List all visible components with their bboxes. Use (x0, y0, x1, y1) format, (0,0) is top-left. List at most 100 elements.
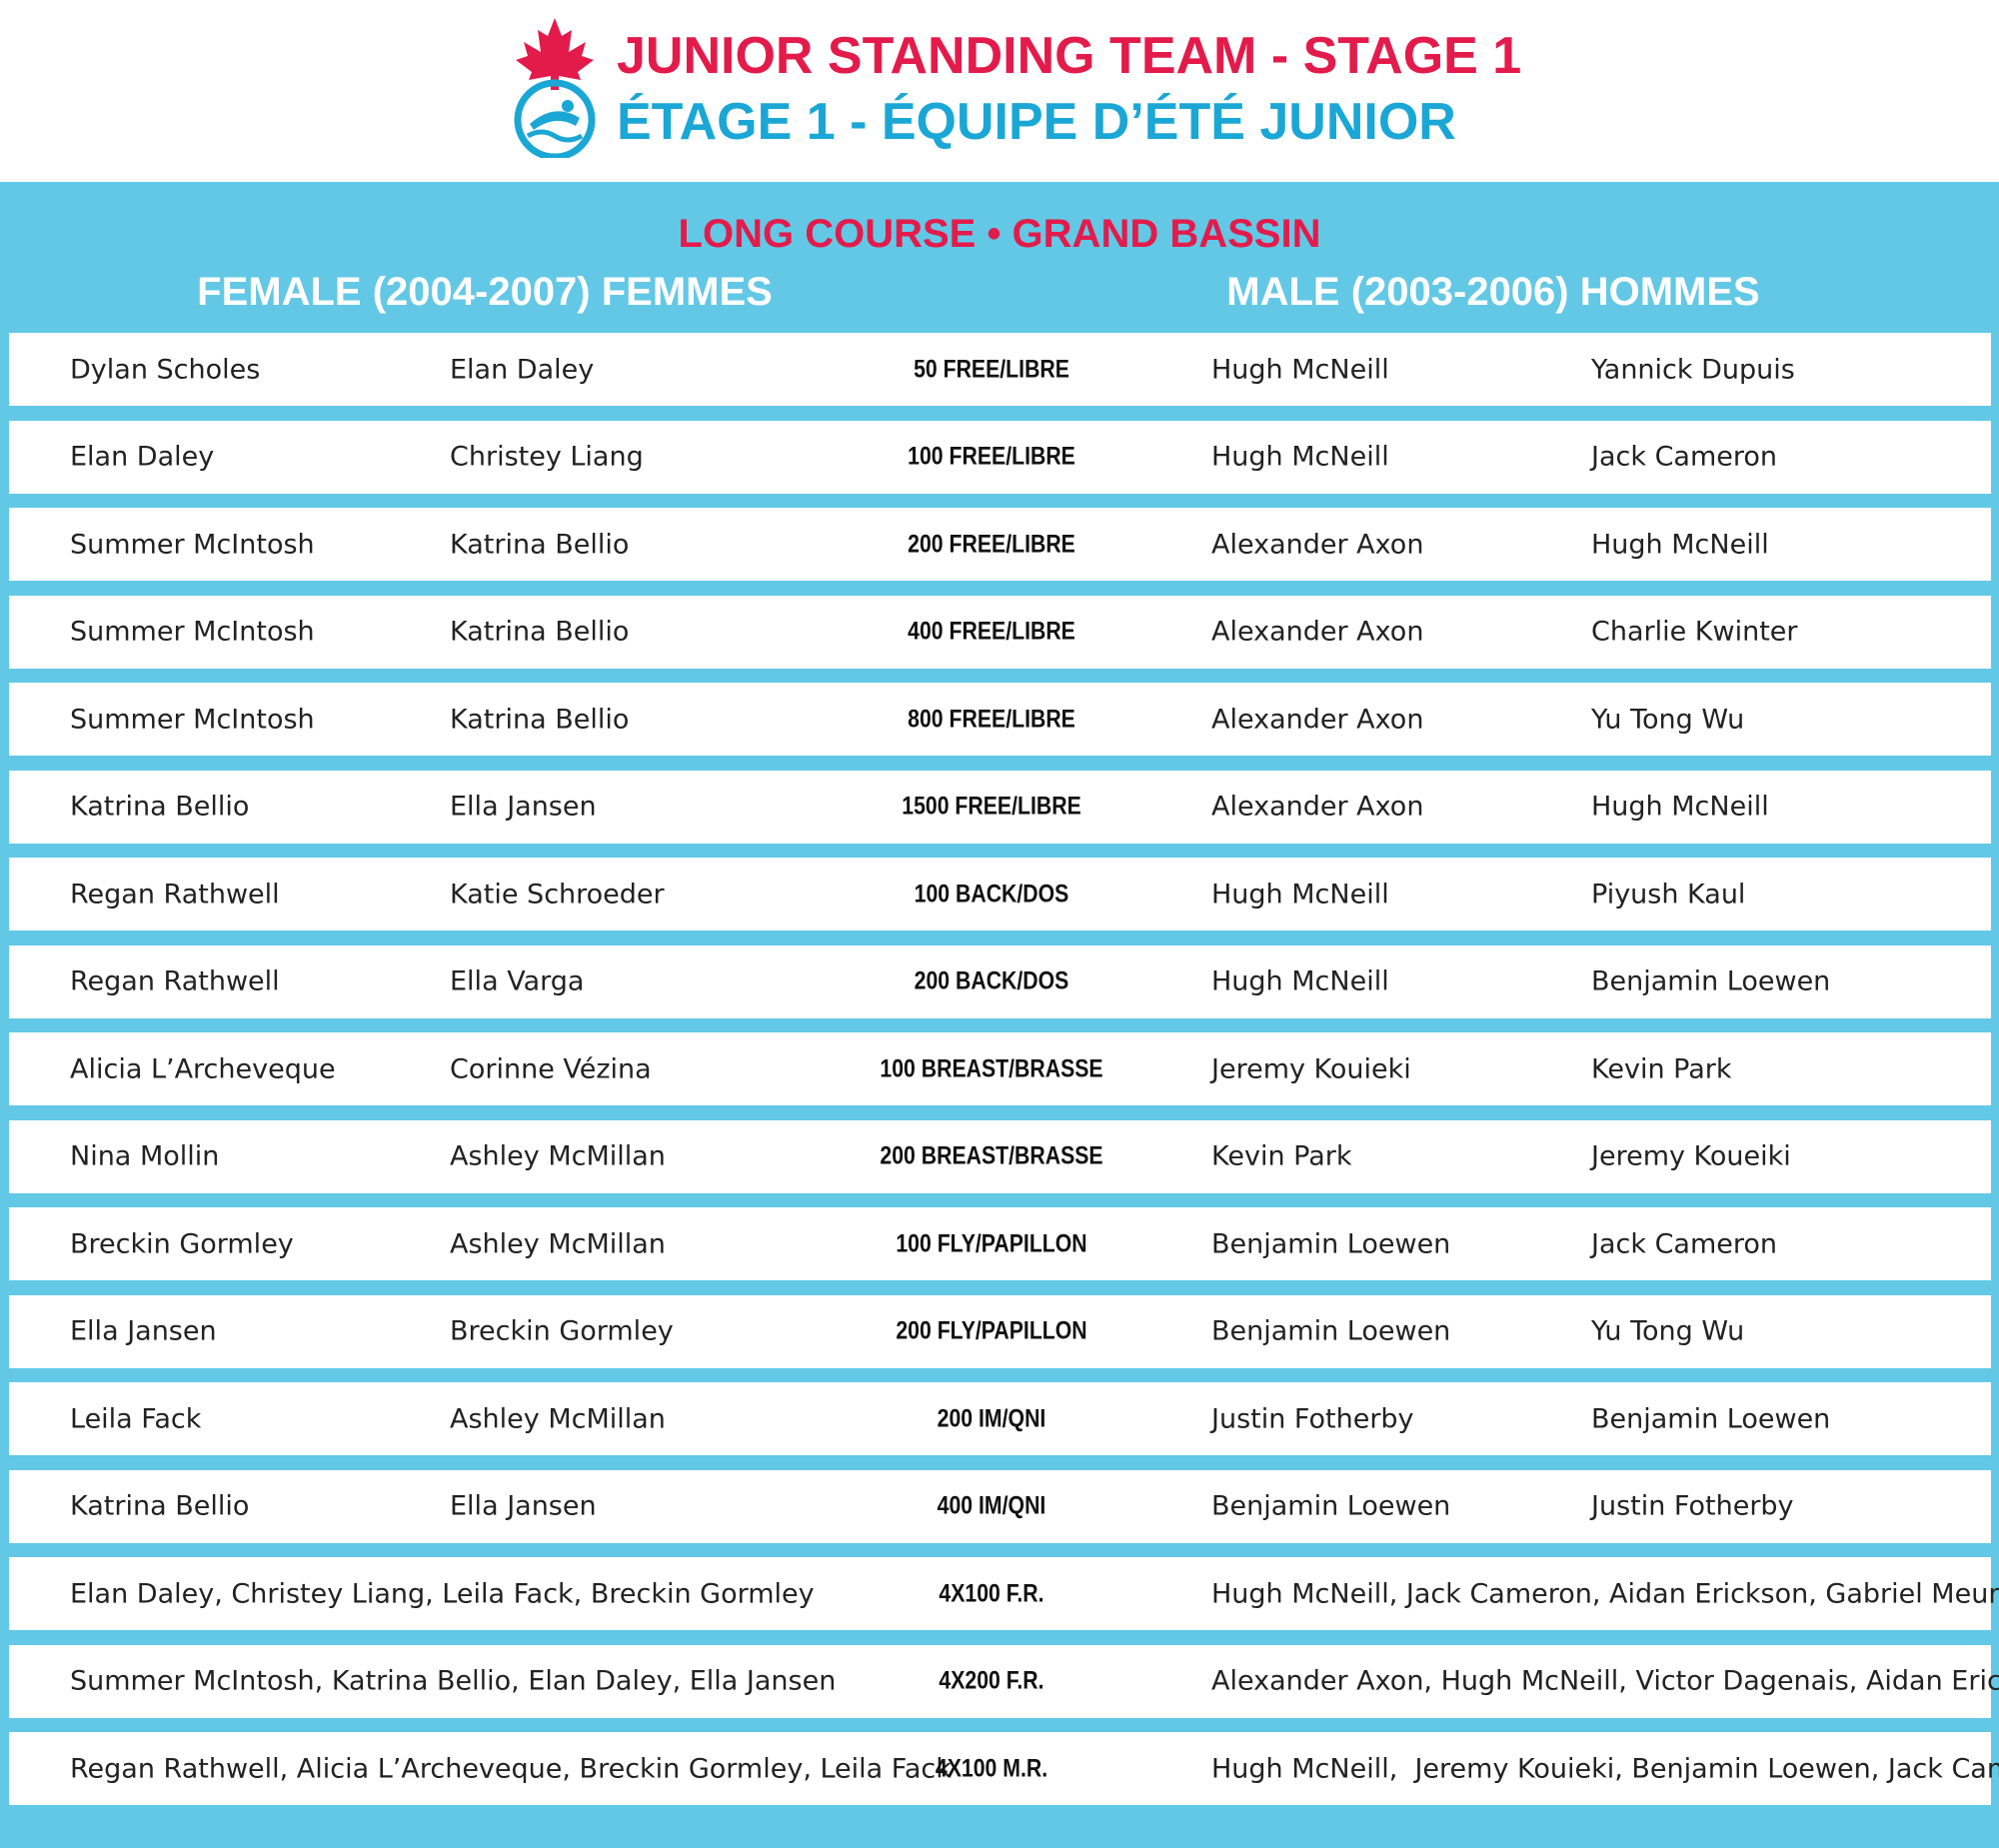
female-swimmer: Nina Mollin (70, 1140, 220, 1172)
male-header: MALE (2003-2006) HOMMES (1226, 270, 1760, 314)
table-row: Summer McIntosh, Katrina Bellio, Elan Da… (9, 1644, 1999, 1718)
female-swimmer: Ella Varga (450, 965, 585, 997)
female-swimmer: Regan Rathwell, Alicia L’Archeveque, Bre… (70, 1753, 952, 1784)
table-row: Leila Fack Ashley McMillan 200 IM/QNI Justi… (9, 1382, 1991, 1455)
event: 200 BACK/DOS (914, 966, 1069, 995)
table-row: Regan Rathwell Ella Varga 200 BACK/DOS Hugh… (9, 944, 1991, 1018)
female-swimmer: Katrina Bellio (70, 1490, 250, 1522)
male-swimmer: Alexander Axon (1211, 791, 1424, 823)
male-swimmer: Benjamin Loewen (1211, 1490, 1451, 1522)
male-swimmer: Kevin Park (1211, 1140, 1352, 1172)
event: 100 FREE/LIBRE (908, 442, 1075, 471)
male-swimmer: Alexander Axon (1211, 616, 1424, 648)
event: 200 FLY/PAPILLON (896, 1316, 1087, 1345)
male-swimmer: Hugh McNeill (1211, 354, 1389, 385)
event: 1500 FREE/LIBRE (902, 792, 1081, 821)
female-swimmer: Breckin Gormley (70, 1228, 294, 1259)
event: 400 FREE/LIBRE (908, 617, 1075, 646)
female-swimmer: Katie Schroeder (450, 879, 665, 910)
female-header: FEMALE (2004-2007) FEMMES (197, 270, 773, 314)
male-swimmer: Hugh McNeill (1211, 441, 1389, 473)
female-swimmer: Summer McIntosh, Katrina Bellio, Elan Da… (70, 1665, 837, 1697)
table-row: Summer McIntosh Katrina Bellio 400 FREE/LI… (9, 595, 1991, 669)
male-swimmer: Hugh McNeill, Jeremy Kouieki, Benjamin L… (1211, 1753, 1999, 1784)
event: 50 FREE/LIBRE (914, 355, 1069, 383)
event: 4X100 F.R. (939, 1579, 1044, 1607)
male-swimmer: Yu Tong Wu (1591, 1315, 1745, 1347)
male-swimmer: Benjamin Loewen (1211, 1228, 1451, 1259)
male-swimmer: Benjamin Loewen (1211, 1315, 1451, 1347)
event: 400 IM/QNI (937, 1491, 1046, 1520)
female-swimmer: Elan Daley, Christey Liang, Leila Fack, … (70, 1578, 815, 1609)
male-swimmer: Yu Tong Wu (1591, 704, 1745, 735)
female-swimmer: Elan Daley (70, 441, 215, 473)
male-swimmer: Benjamin Loewen (1591, 1403, 1831, 1434)
male-swimmer: Jack Cameron (1591, 1228, 1778, 1259)
table-row: Dylan Scholes Elan Daley 50 FREE/LIBRE Hugh… (9, 333, 1991, 406)
male-swimmer: Hugh McNeill (1211, 879, 1389, 910)
male-swimmer: Hugh McNeill (1591, 529, 1769, 560)
female-swimmer: Regan Rathwell (70, 965, 280, 997)
male-swimmer: Jeremy Kouieki (1211, 1053, 1411, 1084)
male-swimmer: Jeremy Koueiki (1591, 1140, 1791, 1172)
female-swimmer: Alicia L’Archeveque (70, 1053, 336, 1084)
female-swimmer: Summer McIntosh (70, 529, 315, 560)
event: 100 BACK/DOS (914, 880, 1069, 908)
event: 200 IM/QNI (937, 1404, 1046, 1432)
event: 100 FLY/PAPILLON (896, 1229, 1087, 1257)
female-swimmer: Ella Jansen (450, 791, 597, 823)
table-row: Breckin Gormley Ashley McMillan 100 FLY/PA… (9, 1207, 1991, 1280)
table-row: Regan Rathwell, Alicia L’Archeveque, Bre… (9, 1732, 1999, 1805)
title: JUNIOR STANDING TEAM - STAGE 1 (617, 27, 1522, 85)
male-swimmer: Alexander Axon (1211, 529, 1424, 560)
male-swimmer: Jack Cameron (1591, 441, 1778, 473)
table-row: Nina Mollin Ashley McMillan 200 BREAST/BRA… (9, 1119, 1991, 1193)
female-swimmer: Ella Jansen (70, 1315, 217, 1347)
title-fr: ÉTAGE 1 - ÉQUIPE D’ÉTÉ JUNIOR (617, 93, 1456, 151)
female-swimmer: Christey Liang (450, 441, 644, 473)
female-swimmer: Leila Fack (70, 1403, 202, 1434)
male-swimmer: Piyush Kaul (1591, 879, 1746, 910)
female-swimmer: Corinne Vézina (450, 1053, 652, 1084)
table-row: Katrina Bellio Ella Jansen 400 IM/QNI Benja… (9, 1469, 1991, 1543)
male-swimmer: Hugh McNeill, Jack Cameron, Aidan Ericks… (1211, 1578, 1999, 1609)
female-swimmer: Dylan Scholes (70, 354, 261, 385)
male-swimmer: Benjamin Loewen (1591, 965, 1831, 997)
male-swimmer: Charlie Kwinter (1591, 616, 1798, 648)
female-swimmer: Ashley McMillan (450, 1140, 666, 1172)
event: 800 FREE/LIBRE (908, 705, 1075, 733)
female-swimmer: Regan Rathwell (70, 879, 280, 910)
female-swimmer: Summer McIntosh (70, 616, 315, 648)
table-row: Elan Daley, Christey Liang, Leila Fack, … (9, 1557, 1999, 1630)
female-swimmer: Breckin Gormley (450, 1315, 674, 1347)
male-swimmer: Alexander Axon, Hugh McNeill, Victor Dag… (1211, 1665, 1999, 1697)
male-swimmer: Hugh McNeill (1211, 965, 1389, 997)
table-row: Regan Rathwell Katie Schroeder 100 BACK/DO… (9, 858, 1991, 930)
female-swimmer: Katrina Bellio (450, 704, 630, 735)
table-row: Summer McIntosh Katrina Bellio 200 FREE/LI… (9, 508, 1991, 581)
logo (514, 18, 596, 158)
male-swimmer: Justin Fotherby (1591, 1490, 1794, 1522)
female-swimmer: Katrina Bellio (450, 616, 630, 648)
table-row: Katrina Bellio Ella Jansen 1500 FREE/LIBRE… (9, 770, 1991, 844)
event: 200 FREE/LIBRE (908, 530, 1075, 558)
male-swimmer: Kevin Park (1591, 1053, 1732, 1084)
event: 200 BREAST/BRASSE (880, 1141, 1103, 1170)
table-row: Alicia L’Archeveque Corinne Vézina 100 BRE… (9, 1032, 1991, 1105)
female-swimmer: Ashley McMillan (450, 1403, 666, 1434)
female-swimmer: Katrina Bellio (70, 791, 250, 823)
course: LONG COURSE • GRAND BASSIN (678, 212, 1321, 256)
female-swimmer: Ashley McMillan (450, 1228, 666, 1259)
female-swimmer: Elan Daley (450, 354, 595, 385)
male-swimmer: Justin Fotherby (1211, 1403, 1414, 1434)
male-swimmer: Alexander Axon (1211, 704, 1424, 735)
event: 100 BREAST/BRASSE (880, 1054, 1103, 1082)
event: 4X200 F.R. (939, 1666, 1044, 1695)
male-swimmer: Hugh McNeill (1591, 791, 1769, 823)
male-swimmer: Yannick Dupuis (1591, 354, 1795, 385)
table-row: Ella Jansen Breckin Gormley 200 FLY/PAPILL… (9, 1294, 1991, 1368)
table-row: Elan Daley Christey Liang 100 FREE/LIBRE Hu… (9, 420, 1991, 494)
female-swimmer: Katrina Bellio (450, 529, 630, 560)
table-row: Summer McIntosh Katrina Bellio 800 FREE/LI… (9, 683, 1991, 756)
